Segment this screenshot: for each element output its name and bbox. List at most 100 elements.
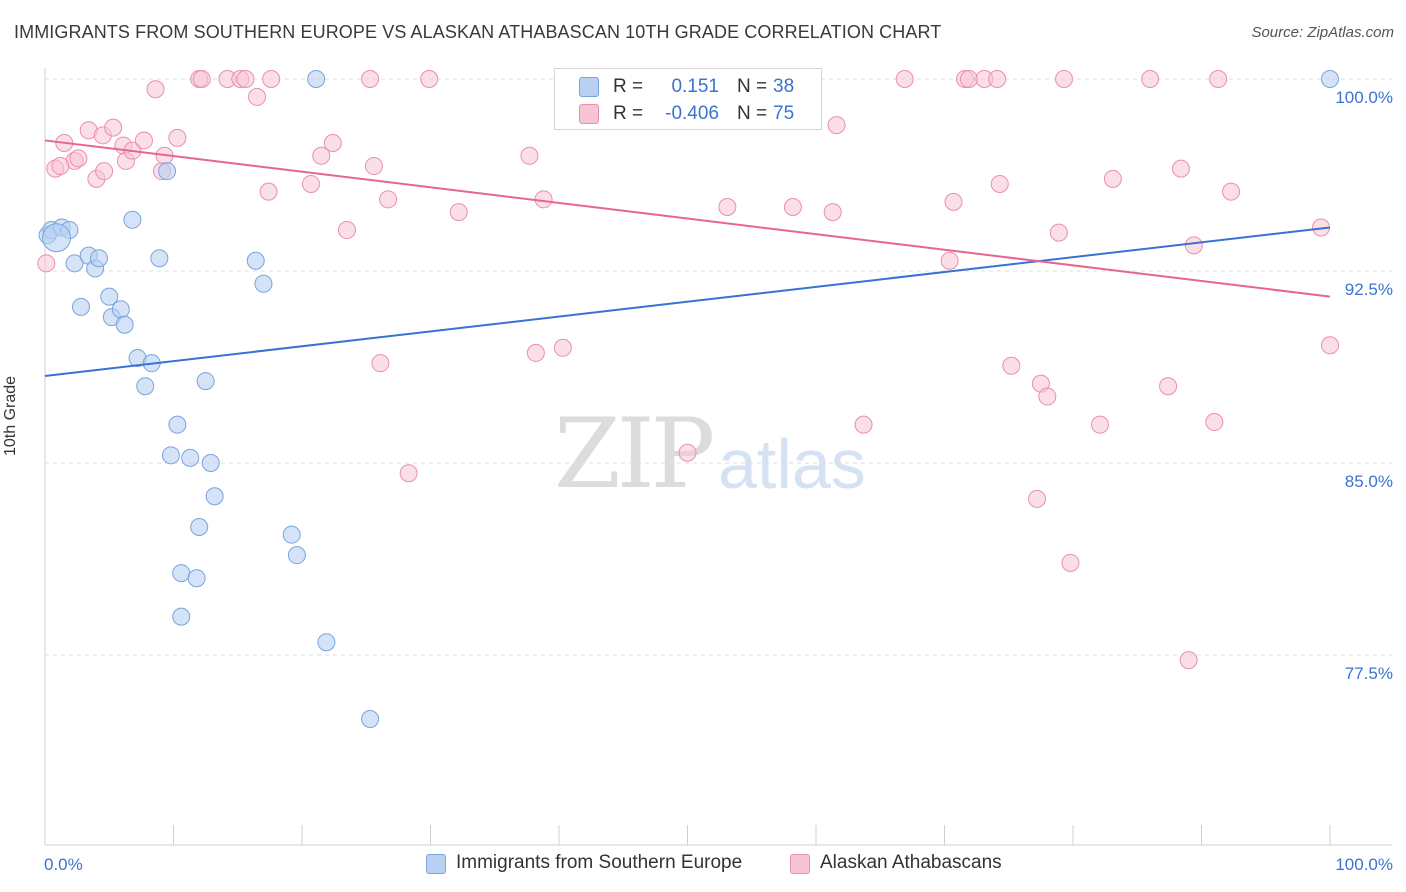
data-point-athabascan [262,70,281,88]
legend-swatch-blue [579,77,599,97]
data-point-athabascan [1205,413,1224,432]
data-point-athabascan [301,174,320,193]
data-point-immigrant [287,546,306,565]
legend-row-series2: R = -0.406 N = 75 [555,100,821,128]
data-point-athabascan [1090,415,1109,434]
trend-lines [44,139,1331,377]
legend-n-value: 38 [773,76,795,97]
data-point-athabascan [312,146,331,165]
data-point-athabascan [37,254,56,273]
data-point-athabascan [192,70,211,88]
data-point-athabascan [449,203,468,222]
data-point-immigrant [172,564,191,583]
data-point-immigrant [100,287,119,306]
data-point-immigrant [136,377,155,396]
data-point-athabascan [399,464,418,483]
legend-n-label: N = [737,76,768,97]
tick-labels: 77.5% 85.0% 92.5% 100.0% 0.0% 100.0% [44,88,1393,874]
legend-swatch-blue [426,854,446,874]
data-point-immigrant [190,518,209,536]
data-point-immigrant [111,300,130,319]
data-point-athabascan [1055,70,1074,88]
correlation-legend: R = 0.151 N = 38 R = -0.406 N = 75 [554,68,822,130]
legend-swatch-pink [790,854,810,874]
data-point-athabascan [823,203,842,222]
data-point-athabascan [1002,356,1021,375]
data-point-immigrant [115,315,134,334]
data-point-athabascan [940,251,959,270]
data-point-athabascan [526,343,545,362]
data-point-immigrant [254,274,273,293]
data-point-athabascan [1141,70,1160,88]
legend-row-series1: R = 0.151 N = 38 [555,73,821,101]
legend-r-value: -0.406 [665,103,719,124]
x-tick-label-min: 0.0% [44,855,83,874]
chart-title: IMMIGRANTS FROM SOUTHERN EUROPE VS ALASK… [14,22,942,42]
data-point-athabascan [420,70,439,88]
data-point-immigrant [201,454,220,472]
data-point-immigrant [158,162,177,181]
data-point-immigrant [282,525,301,544]
y-tick-label: 92.5% [1345,280,1393,299]
data-point-athabascan [959,70,978,88]
data-point-athabascan [827,116,846,135]
legend-label-athabascans: Alaskan Athabascans [820,852,1002,873]
data-point-immigrant [181,448,200,467]
x-tick-label-max: 100.0% [1335,855,1393,874]
data-point-athabascan [678,443,697,462]
legend-n-value: 75 [773,103,795,124]
data-point-immigrant [172,607,191,626]
data-point-immigrant [161,446,180,465]
legend-label-immigrants: Immigrants from Southern Europe [456,852,743,873]
data-point-athabascan [553,338,572,357]
data-point-athabascan [990,174,1009,193]
axes [44,68,1392,846]
trend-line-athabascans [44,139,1331,298]
data-point-immigrant [361,710,380,728]
data-point-athabascan [1038,387,1057,406]
data-point-immigrant [71,297,90,316]
data-point-athabascan [337,221,356,240]
data-point-athabascan [146,80,165,99]
y-tick-label: 77.5% [1345,664,1393,683]
data-point-immigrant [1321,70,1339,88]
data-point-immigrant [187,569,206,588]
data-point-athabascan [1061,553,1080,572]
data-point-athabascan [1209,70,1228,88]
data-point-immigrant [150,249,169,268]
y-tick-label: 85.0% [1345,472,1393,491]
data-point-athabascan [1179,651,1198,670]
data-point-athabascan [51,157,70,176]
data-point-immigrant [246,251,265,270]
data-point-immigrant [89,249,108,268]
data-point-athabascan [520,146,539,165]
data-point-immigrant [42,223,72,253]
data-point-athabascan [371,354,390,373]
data-point-athabascan [248,87,267,106]
data-point-athabascan [364,157,383,176]
data-point-athabascan [1103,169,1122,188]
data-point-immigrant [65,254,84,273]
data-point-athabascan [1321,336,1339,355]
data-point-athabascan [1171,159,1190,178]
data-point-athabascan [168,128,187,147]
legend-r-value: 0.151 [671,76,719,97]
data-point-immigrant [196,372,215,391]
y-tick-label: 100.0% [1335,88,1393,107]
data-point-athabascan [718,198,737,216]
data-point-athabascan [379,190,398,209]
data-point-athabascan [104,118,123,137]
data-point-athabascan [895,70,914,88]
data-point-athabascan [854,415,873,434]
data-point-athabascan [783,198,802,216]
y-axis-label: 10th Grade [2,375,19,456]
data-point-athabascan [1028,489,1047,508]
data-point-athabascan [236,70,255,88]
data-point-athabascan [361,70,380,88]
series-immigrants-southern-europe [38,70,1339,728]
legend-swatch-pink [579,104,599,124]
series-alaskan-athabascans [37,70,1339,670]
data-point-immigrant [307,70,326,88]
data-point-athabascan [69,149,88,168]
legend-r-label: R = [613,103,644,124]
